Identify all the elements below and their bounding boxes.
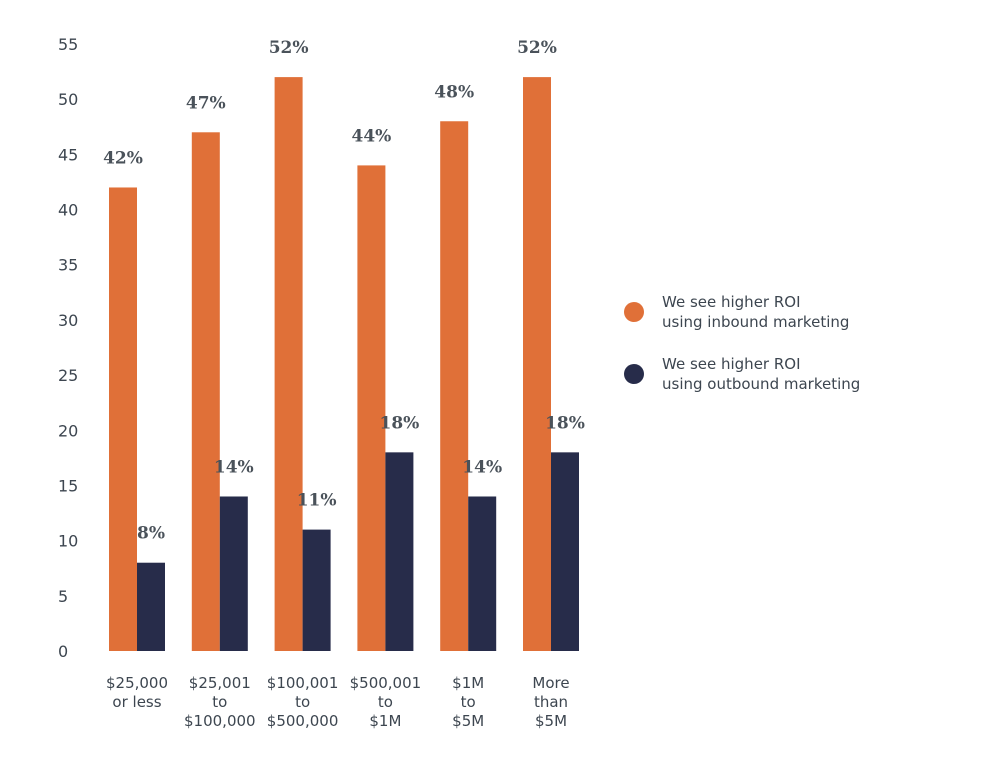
y-tick-30: 30 (58, 311, 78, 330)
y-tick-5: 5 (58, 587, 68, 606)
y-tick-25: 25 (58, 366, 78, 385)
x-category-0-line-1: or less (112, 693, 161, 711)
legend-item-inbound: We see higher ROI using inbound marketin… (624, 292, 860, 332)
data-label-outbound-1: 14% (214, 457, 254, 477)
data-label-outbound-3: 18% (379, 413, 419, 433)
y-tick-55: 55 (58, 35, 78, 54)
data-label-outbound-2: 11% (297, 491, 337, 511)
x-category-1-line-1: to (212, 693, 227, 711)
x-category-2-line-0: $100,001 (267, 674, 339, 692)
x-category-4-line-1: to (461, 693, 476, 711)
x-category-5: More than $5M (532, 674, 569, 730)
legend-label-inbound-line-1: We see higher ROI (662, 293, 801, 311)
legend-dot-outbound (624, 364, 644, 384)
x-category-1-line-2: $100,000 (184, 712, 256, 730)
x-category-5-line-2: $5M (535, 712, 567, 730)
data-label-inbound-3: 44% (351, 126, 391, 146)
bar-inbound-1 (191, 132, 220, 652)
x-axis-categories: $25,000 or less$25,001 to $100,000$100,001 t… (106, 674, 570, 730)
x-category-2-line-1: to (295, 693, 310, 711)
legend-label-inbound-line-2: using inbound marketing (662, 313, 850, 331)
bar-inbound-4 (440, 121, 469, 652)
y-tick-50: 50 (58, 90, 78, 109)
x-category-2: $100,001 to $500,000 (267, 674, 339, 730)
y-tick-45: 45 (58, 145, 78, 164)
x-category-4-line-0: $1M (452, 674, 484, 692)
legend-label-inbound: We see higher ROI using inbound marketin… (662, 292, 849, 332)
y-axis-ticks: 0 5 10 15 20 25 30 35 40 45 50 55 (58, 35, 78, 661)
bar-outbound-4 (468, 496, 497, 651)
bar-inbound-5 (523, 77, 551, 652)
data-label-inbound-5: 52% (517, 38, 557, 58)
x-category-4-line-2: $5M (452, 712, 484, 730)
x-category-3: $500,001 to $1M (350, 674, 422, 730)
x-category-5-line-0: More (532, 674, 569, 692)
bar-outbound-3 (385, 452, 414, 651)
legend-label-outbound-line-1: We see higher ROI (662, 355, 801, 373)
bar-inbound-0 (109, 187, 137, 652)
y-tick-15: 15 (58, 476, 78, 495)
data-label-outbound-4: 14% (462, 457, 502, 477)
data-label-outbound-5: 18% (545, 413, 585, 433)
x-category-3-line-2: $1M (369, 712, 401, 730)
y-tick-40: 40 (58, 201, 78, 220)
x-category-0: $25,000 or less (106, 674, 168, 711)
data-label-inbound-2: 52% (269, 38, 309, 58)
bar-inbound-2 (274, 77, 303, 652)
x-category-3-line-0: $500,001 (350, 674, 422, 692)
legend: We see higher ROI using inbound marketin… (624, 292, 860, 416)
data-label-inbound-4: 48% (434, 82, 474, 102)
y-tick-35: 35 (58, 256, 78, 275)
data-label-inbound-0: 42% (103, 148, 143, 168)
x-category-4: $1M to $5M (452, 674, 484, 730)
x-category-3-line-1: to (378, 693, 393, 711)
data-labels: 42% 47% 52% 44% 48% 52% 8% 14% 11% 18% 14% 18% (103, 38, 585, 544)
y-tick-20: 20 (58, 421, 78, 440)
x-category-5-line-1: than (534, 693, 568, 711)
x-category-1: $25,001 to $100,000 (184, 674, 256, 730)
x-category-0-line-0: $25,000 (106, 674, 168, 692)
legend-item-outbound: We see higher ROI using outbound marketi… (624, 354, 860, 394)
bars (109, 77, 579, 652)
bar-outbound-0 (137, 562, 165, 651)
y-tick-10: 10 (58, 532, 78, 551)
data-label-outbound-0: 8% (137, 524, 165, 544)
legend-label-outbound: We see higher ROI using outbound marketi… (662, 354, 860, 394)
bar-outbound-5 (551, 452, 579, 651)
bar-outbound-2 (302, 529, 331, 651)
x-category-2-line-2: $500,000 (267, 712, 339, 730)
y-tick-0: 0 (58, 642, 68, 661)
bar-inbound-3 (357, 165, 386, 651)
legend-dot-inbound (624, 302, 644, 322)
x-category-1-line-0: $25,001 (189, 674, 251, 692)
bar-outbound-1 (219, 496, 248, 651)
data-label-inbound-1: 47% (186, 93, 226, 113)
legend-label-outbound-line-2: using outbound marketing (662, 375, 861, 393)
